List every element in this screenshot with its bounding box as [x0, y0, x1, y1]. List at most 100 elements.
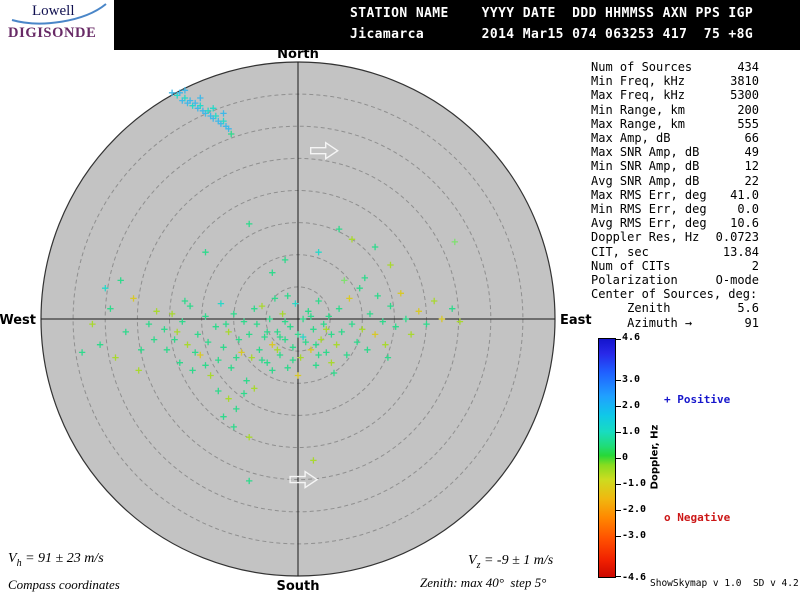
source-point [297, 354, 304, 361]
stat-row: Num of Sources 434 [591, 60, 759, 74]
source-point [192, 99, 199, 107]
source-point [145, 320, 153, 328]
stat-label: Max Amp, dB [591, 131, 671, 146]
colorbar-tickmark [615, 483, 621, 485]
source-point [222, 320, 230, 328]
stat-label: Max SNR Amp, dB [591, 145, 700, 160]
source-point [181, 297, 189, 305]
source-point [212, 323, 219, 330]
stat-label: Min SNR Amp, dB [591, 159, 700, 174]
colorbar-tick-label: 0 [622, 452, 629, 463]
colorbar-tickmark [615, 576, 621, 577]
stat-row: Max RMS Err, deg 41.0 [591, 188, 759, 202]
compass-label-west: West [0, 313, 36, 328]
source-point [181, 94, 189, 102]
colorbar [598, 338, 621, 578]
stat-label: Min RMS Err, deg [591, 202, 707, 217]
stat-value: 22 [744, 173, 759, 188]
source-point [387, 302, 394, 310]
stat-label: Num of Sources [591, 60, 693, 74]
source-point [197, 94, 204, 102]
source-point [176, 89, 183, 96]
source-point [449, 305, 456, 312]
source-point [225, 328, 232, 336]
version-label: ShowSkymap v 1.0 SD v 4.2 [650, 578, 799, 589]
stat-row: Max Freq, kHz 5300 [591, 88, 759, 102]
source-point [210, 105, 217, 112]
source-point [438, 315, 446, 323]
source-point [261, 333, 268, 341]
source-point [184, 341, 191, 348]
source-point [168, 89, 176, 96]
stat-value: 555 [737, 116, 759, 131]
source-point [310, 457, 317, 464]
colorbar-title: Doppler, Hz [649, 424, 661, 490]
drift-arrow-icon [310, 141, 339, 161]
source-point [197, 351, 204, 359]
colorbar-tickmark [615, 380, 621, 382]
stat-row: Doppler Res, Hz 0.0723 [591, 230, 759, 244]
stat-value: 0.0 [737, 202, 759, 217]
source-point [168, 310, 176, 318]
source-point [315, 297, 322, 305]
source-point [353, 338, 361, 346]
stat-row: Zenith 5.6 [591, 301, 759, 315]
stat-label: Doppler Res, Hz [591, 230, 700, 245]
stat-label: Center of Sources, deg: [591, 287, 758, 302]
source-point [276, 351, 284, 359]
source-point [307, 313, 315, 320]
stat-row: Avg RMS Err, deg 10.6 [591, 216, 759, 230]
stat-label: Avg RMS Err, deg [591, 216, 707, 231]
source-point [371, 331, 379, 338]
drift-arrow-icon [289, 470, 319, 489]
source-point [451, 238, 458, 246]
stat-row: Num of CITs 2 [591, 259, 759, 273]
stat-value: 434 [737, 60, 759, 74]
source-point [138, 346, 145, 353]
source-point [299, 333, 307, 341]
stat-row: Center of Sources, deg: [591, 287, 759, 301]
colorbar-tick-label: 1.0 [622, 425, 641, 437]
source-point [220, 110, 227, 117]
source-point [397, 290, 404, 297]
source-point [230, 310, 237, 318]
positive-legend: + Positive [664, 393, 731, 406]
source-point [235, 336, 243, 343]
colorbar-tickmark [615, 535, 621, 537]
source-point [202, 313, 209, 320]
source-point [176, 359, 183, 366]
source-point [246, 434, 253, 441]
source-point [371, 243, 379, 251]
source-point [192, 349, 199, 356]
source-point [233, 405, 240, 413]
stat-value: 13.84 [722, 244, 759, 259]
source-point [366, 310, 374, 318]
source-point [107, 305, 114, 312]
source-point [281, 336, 289, 343]
source-point [382, 341, 389, 348]
stat-label: Min Freq, kHz [591, 74, 685, 89]
source-point [315, 351, 322, 359]
compass-label-east: East [560, 313, 592, 328]
source-point [189, 367, 196, 374]
source-point [122, 328, 129, 336]
source-point [333, 341, 340, 348]
negative-legend: o Negative [664, 511, 731, 524]
colorbar-tick-label: -4.6 [622, 572, 647, 583]
source-point [246, 331, 253, 338]
horizontal-velocity-readout: Vh = 91 ± 23 m/s [8, 551, 104, 569]
source-point [323, 349, 330, 356]
stat-row: CIT, sec 13.84 [591, 245, 759, 259]
source-point [335, 225, 343, 233]
source-point [258, 302, 266, 310]
doppler-source-points [78, 87, 464, 485]
source-point [269, 341, 276, 348]
source-point [312, 341, 320, 348]
stat-row: Max SNR Amp, dB 49 [591, 145, 759, 159]
stat-row: Min Range, km 200 [591, 103, 759, 117]
source-point [212, 112, 219, 120]
colorbar-tick-label: 3.0 [622, 373, 641, 385]
source-point [269, 269, 276, 276]
source-point [423, 320, 430, 328]
colorbar-tick-label: 4.6 [622, 332, 641, 343]
